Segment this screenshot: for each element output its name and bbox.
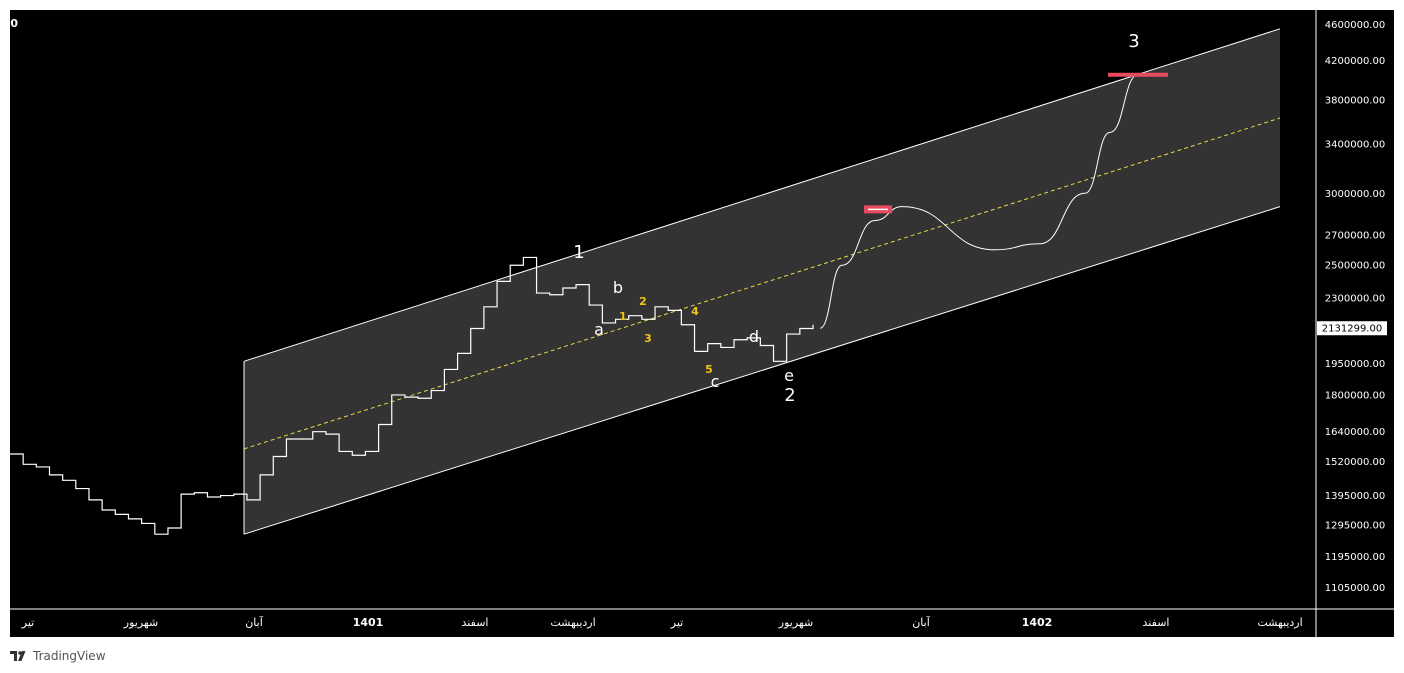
wave-label-minor-4: 4 [691,305,699,318]
price-tick-label: 3400000.00 [1325,139,1385,150]
channel-upper-line [243,28,1281,362]
wave-label-c: c [711,372,720,391]
price-series-group [10,256,814,535]
price-line [10,256,814,535]
time-tick-label: تیر [21,616,34,629]
wave-label-minor-3: 3 [644,332,652,345]
price-tick-label: 1295000.00 [1325,520,1385,531]
price-tick-label: 3800000.00 [1325,95,1385,106]
price-tick-label: 1950000.00 [1325,359,1385,370]
wave-label-minor-5: 5 [705,363,713,376]
price-tick-label: 1640000.00 [1325,427,1385,438]
channel-lower-line [243,206,1281,535]
time-tick-label: اسفند [1143,616,1170,629]
time-tick-label: شهریور [778,616,813,629]
wave-label-a: a [594,320,604,339]
channel-fill [244,28,1280,535]
time-tick-label: اردیبهشت [550,616,595,629]
channel-midline [243,117,1281,450]
wave-label-minor-1: 1 [619,310,627,323]
price-tick-label: 1800000.00 [1325,390,1385,401]
last-price-label: 2131299.00 [1322,324,1382,335]
projection-group [819,72,1168,329]
price-tick-label: 2700000.00 [1325,230,1385,241]
price-tick-label: 1195000.00 [1325,552,1385,563]
time-tick-label: شهریور [123,616,158,629]
wave-label-d: d [749,327,759,346]
tradingview-logo-icon [10,651,26,661]
price-tick-label: 4200000.00 [1325,56,1385,67]
price-tick-label: 2300000.00 [1325,294,1385,305]
time-tick-label: آبان [912,615,930,629]
price-tick-label: 4600000.00 [1325,20,1385,31]
price-tick-label: 1105000.00 [1325,583,1385,594]
time-axis[interactable]: تیر شهریور آبان 1401 اسفند اردیبهشت تیر شهریور آ… [10,608,1394,629]
price-tick-label: 1520000.00 [1325,457,1385,468]
wave-label-minor-2: 2 [639,295,647,308]
last-price-tag [1317,321,1387,336]
projection-path [819,74,1139,329]
time-tick-label: تیر [670,616,683,629]
time-tick-label: آبان [245,615,263,629]
brand-watermark[interactable]: TradingView [10,648,106,664]
target-marker-2 [1108,72,1168,77]
wave-label-main-2: 2 [784,385,795,406]
time-tick-label: 1402 [1022,616,1053,629]
wave-label-main-1: 1 [573,242,584,263]
price-tick-label: 1395000.00 [1325,491,1385,502]
legend-ohlc: 2150975.00باز بورس ,Dشرکت شاخص, 1 213129… [0,17,18,30]
brand-name: TradingView [33,649,106,663]
time-tick-label: 1401 [353,616,384,629]
wave-label-b: b [613,278,623,297]
wave-label-main-3: 3 [1128,31,1139,52]
price-tick-label: 3000000.00 [1325,189,1385,200]
wave-label-e: e [784,366,794,385]
price-tick-label: 2500000.00 [1325,261,1385,272]
time-tick-label: اسفند [462,616,489,629]
price-axis[interactable]: 4600000.00 4200000.00 3800000.00 3400000.00… [1315,10,1387,637]
channel-group [243,28,1281,535]
time-tick-label: اردیبهشت [1257,616,1302,629]
